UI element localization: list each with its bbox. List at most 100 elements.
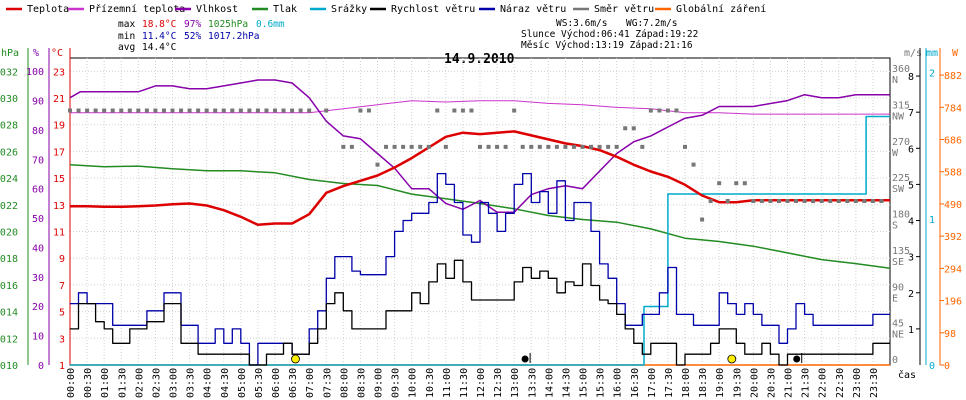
axis-title-w: W	[952, 48, 959, 59]
axis-tick-degc: 9	[59, 254, 65, 265]
wind-direction-point	[657, 108, 662, 113]
wind-direction-point	[546, 144, 551, 149]
wind-direction-point	[452, 108, 457, 113]
legend-label: Vlhkost	[196, 4, 238, 15]
x-tick-label: 11:30	[459, 368, 470, 398]
axis-tick-compass: E	[892, 293, 898, 304]
x-tick-label: 06:30	[288, 368, 299, 398]
x-tick-label: 14:00	[544, 368, 555, 398]
x-tick-label: 22:30	[835, 368, 846, 398]
wind-direction-point	[93, 108, 98, 113]
left-axes: hPa1010101210141016101810201022102410261…	[0, 48, 71, 372]
wind-direction-point	[683, 144, 687, 149]
axis-tick-compass: S	[892, 221, 898, 232]
x-tick-label: 21:30	[801, 368, 812, 398]
wind-direction-point	[811, 198, 816, 203]
axis-tick-degc: 1	[59, 361, 65, 372]
x-tick-label: 16:00	[613, 368, 624, 398]
wind-direction-point	[238, 108, 243, 113]
wind-direction-point	[221, 108, 226, 113]
axis-tick-ms: 7	[908, 108, 914, 119]
axis-tick-pct: 10	[32, 332, 44, 343]
axis-tick-compass: W	[892, 148, 899, 159]
stats-panel: max 18.8°C 97% 1025hPa 0.6mm min 11.4°C …	[118, 18, 698, 53]
wind-direction-point	[665, 108, 670, 113]
sun-marker	[291, 354, 300, 364]
wind-direction-point	[571, 144, 576, 149]
axis-tick-w: 784	[944, 103, 962, 114]
wind-direction-point	[255, 108, 260, 113]
ws-value: WS:3.6m/s	[556, 18, 607, 29]
axis-tick-degc: 7	[59, 281, 65, 292]
wind-direction-point	[862, 198, 867, 203]
axis-tick-w: 882	[944, 71, 962, 82]
wind-direction-point	[307, 108, 312, 113]
moon-marker	[521, 355, 529, 363]
wind-direction-point	[341, 144, 346, 149]
wind-direction-point	[204, 108, 209, 113]
wind-direction-point	[717, 181, 722, 186]
wind-direction-point	[520, 144, 525, 149]
sun-times: Slunce Východ:06:41 Západ:19:22	[521, 29, 698, 40]
axis-tick-ms: 4	[908, 217, 914, 228]
x-axis-label: čas	[898, 369, 916, 381]
legend-label: Srážky	[331, 3, 367, 15]
wind-direction-point	[230, 108, 235, 113]
axis-tick-dir: 270	[892, 137, 910, 148]
x-tick-label: 22:00	[818, 368, 829, 398]
wind-direction-point	[785, 198, 790, 203]
x-tick-label: 01:00	[100, 368, 111, 398]
wind-direction-point	[144, 108, 149, 113]
x-tick-label: 20:30	[766, 368, 777, 398]
wind-direction-point	[819, 198, 824, 203]
axis-tick-w: 588	[944, 168, 962, 179]
wind-direction-point	[802, 198, 807, 203]
max-press: 1025hPa	[208, 19, 248, 30]
axis-title-hpa: hPa	[1, 48, 19, 59]
wind-direction-point	[836, 198, 841, 203]
axis-tick-hpa: 1032	[0, 67, 18, 78]
wind-direction-point	[614, 144, 619, 149]
wind-direction-point	[589, 144, 594, 149]
wind-direction-point	[708, 198, 713, 203]
x-tick-label: 17:30	[664, 368, 675, 398]
x-tick-label: 16:30	[630, 368, 641, 398]
axis-tick-hpa: 1024	[0, 174, 18, 185]
x-tick-label: 13:30	[527, 368, 538, 398]
axis-tick-pct: 50	[32, 214, 44, 225]
wind-direction-point	[418, 144, 423, 149]
wind-direction-point	[85, 108, 90, 113]
series-teplota	[70, 130, 890, 227]
wind-direction-point	[68, 108, 72, 113]
axis-tick-degc: 17	[53, 147, 65, 158]
time-axis: 00:00 00:30 01:00 01:30 02:00 02:30 03:00 03:30…	[66, 368, 880, 398]
plot-series	[68, 79, 891, 366]
x-tick-label: 01:30	[117, 368, 128, 398]
axis-tick-hpa: 1026	[0, 147, 18, 158]
wind-direction-point	[179, 108, 184, 113]
wind-direction-point	[290, 108, 295, 113]
x-tick-label: 07:30	[322, 368, 333, 398]
wind-direction-point	[648, 108, 653, 113]
min-label: min	[118, 31, 135, 42]
x-tick-label: 02:30	[151, 368, 162, 398]
wind-direction-point	[606, 144, 611, 149]
wind-direction-point	[324, 108, 329, 113]
min-hum: 52%	[184, 31, 201, 42]
wind-direction-point	[273, 108, 277, 113]
axis-tick-ms: 6	[908, 144, 914, 155]
wind-direction-point	[853, 198, 858, 203]
wind-direction-point	[298, 108, 303, 113]
axis-tick-pct: 100	[26, 67, 44, 78]
x-tick-label: 04:30	[220, 368, 231, 398]
right-axes: m/s04590135180225270315360NEESESSWWNWN12…	[892, 48, 962, 372]
wind-direction-point	[127, 108, 132, 113]
wind-direction-point	[349, 144, 354, 149]
wind-direction-point	[751, 198, 756, 203]
max-label: max	[118, 19, 135, 30]
x-tick-label: 04:00	[203, 368, 214, 398]
x-tick-label: 19:00	[715, 368, 726, 398]
wind-direction-point	[375, 162, 380, 167]
axis-tick-w: 392	[944, 232, 962, 243]
